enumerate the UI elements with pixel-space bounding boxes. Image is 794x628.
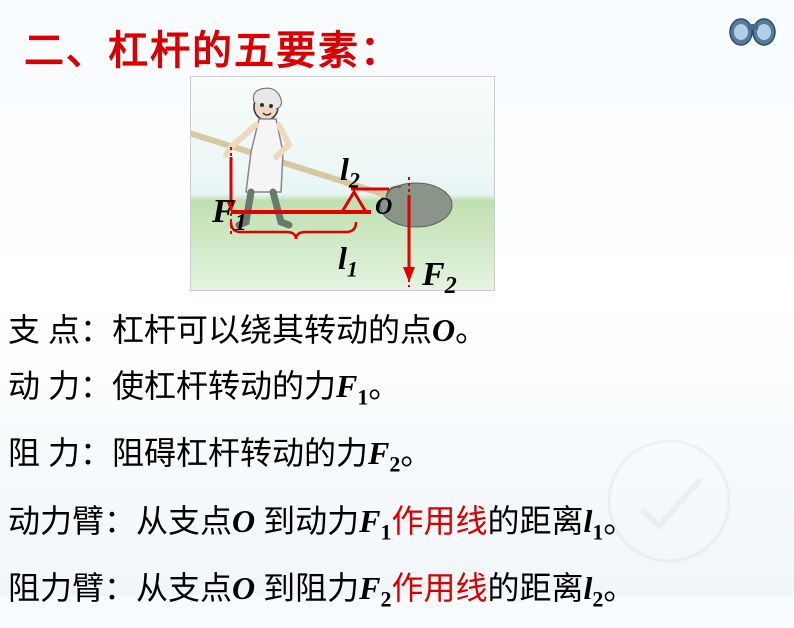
l2-label: l2 bbox=[340, 151, 360, 193]
page-title: 二、杠杆的五要素： bbox=[24, 18, 402, 76]
watermark-icon bbox=[604, 436, 734, 566]
def-resistance-arm: 阻力臂：从支点O 到阻力F2作用线的距离l2。 bbox=[8, 560, 786, 627]
f2-label: F2 bbox=[422, 256, 457, 300]
f1-label: F1 bbox=[212, 193, 247, 237]
diagram-labels: l2 F1 O l1 F2 bbox=[190, 76, 495, 291]
binoculars-icon bbox=[726, 10, 780, 50]
def-effort: 动 力：使杠杆转动的力F1。 bbox=[8, 358, 786, 425]
o-label: O bbox=[375, 194, 392, 221]
def-fulcrum: 支 点：杠杆可以绕其转动的点O。 bbox=[8, 302, 786, 358]
l1-label: l1 bbox=[338, 240, 358, 282]
